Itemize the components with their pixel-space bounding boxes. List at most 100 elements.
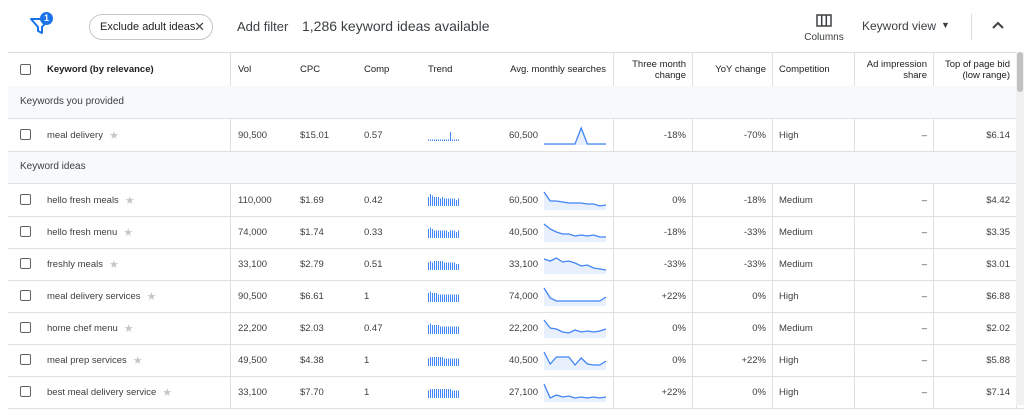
star-icon[interactable]: ★ — [124, 194, 135, 207]
trend-bar — [444, 262, 445, 270]
star-icon[interactable]: ★ — [123, 322, 134, 335]
keyword-cell: meal delivery ★ — [47, 119, 227, 151]
column-divider — [613, 216, 614, 248]
column-divider — [772, 248, 773, 280]
trend-bar — [458, 198, 459, 206]
header-top-of-page-bid-low[interactable]: Top of page bid (low range) — [938, 53, 1010, 86]
table-header: Keyword (by relevance) Vol CPC Comp Tren… — [8, 52, 1024, 87]
star-icon[interactable]: ★ — [123, 226, 134, 239]
table-row[interactable]: best meal delivery service ★ 33,100 $7.70 1 2… — [8, 376, 1024, 409]
trend-bar — [446, 139, 447, 141]
row-checkbox[interactable] — [20, 129, 31, 140]
header-cpc[interactable]: CPC — [300, 64, 321, 75]
header-keyword[interactable]: Keyword (by relevance) — [47, 64, 154, 75]
vol-cell: 22,200 — [238, 322, 268, 334]
table-row[interactable]: freshly meals ★ 33,100 $2.79 0.51 33,100 -33% -… — [8, 248, 1024, 281]
row-checkbox[interactable] — [20, 386, 31, 397]
exclude-adult-chip[interactable]: Exclude adult ideas ✕ — [89, 14, 213, 40]
trend-bar — [440, 294, 441, 302]
select-all-checkbox[interactable] — [20, 64, 31, 75]
dropdown-caret-icon[interactable]: ▼ — [941, 20, 950, 30]
row-checkbox[interactable] — [20, 322, 31, 333]
keyword-text: home chef menu — [47, 322, 118, 334]
keyword-cell: best meal delivery service ★ — [47, 376, 227, 408]
filter-count-badge: 1 — [40, 12, 53, 25]
section-keywords-provided: Keywords you provided — [8, 86, 1024, 119]
trend-bar — [432, 195, 433, 206]
row-checkbox[interactable] — [20, 194, 31, 205]
trend-bar — [442, 326, 443, 334]
header-three-month-change[interactable]: Three month change — [620, 53, 686, 86]
trend-bar — [446, 198, 447, 206]
star-icon[interactable]: ★ — [108, 258, 119, 271]
column-divider — [772, 184, 773, 216]
sparkline-line — [543, 351, 607, 367]
row-checkbox[interactable] — [20, 290, 31, 301]
row-checkbox[interactable] — [20, 258, 31, 269]
trend-bar — [452, 294, 453, 302]
avg-monthly-searches-cell: 60,500 — [508, 129, 538, 141]
trend-bar — [442, 230, 443, 238]
avg-monthly-searches-cell: 33,100 — [508, 258, 538, 270]
close-icon[interactable]: ✕ — [194, 19, 205, 34]
trend-bar — [434, 357, 435, 366]
header-trend[interactable]: Trend — [428, 64, 453, 75]
header-top-bid-line2: (low range) — [962, 69, 1010, 81]
trend-bar — [436, 261, 437, 270]
vol-cell: 33,100 — [238, 386, 268, 398]
header-vol[interactable]: Vol — [238, 64, 252, 75]
star-icon[interactable]: ★ — [108, 129, 119, 142]
column-divider — [933, 376, 934, 408]
column-divider — [692, 184, 693, 216]
toolbar: 1 Exclude adult ideas ✕ Add filter 1,286… — [0, 0, 1024, 52]
trend-bar — [456, 294, 457, 302]
avg-searches-sparkline — [543, 223, 606, 242]
top-of-page-bid-cell: $4.42 — [986, 194, 1010, 206]
column-divider — [933, 344, 934, 376]
column-divider — [933, 248, 934, 280]
header-comp[interactable]: Comp — [364, 64, 390, 75]
chevron-up-icon[interactable] — [990, 19, 1006, 31]
row-checkbox[interactable] — [20, 354, 31, 365]
trend-bar — [452, 326, 453, 334]
keyword-cell: meal prep services ★ — [47, 344, 227, 376]
table-row[interactable]: hello fresh meals ★ 110,000 $1.69 0.42 60,500… — [8, 184, 1024, 217]
trend-bar — [454, 139, 455, 141]
header-competition[interactable]: Competition — [779, 64, 830, 75]
scroll-thumb[interactable] — [1017, 52, 1023, 92]
header-ad-impression-share[interactable]: Ad impression share — [860, 53, 927, 86]
row-checkbox[interactable] — [20, 226, 31, 237]
column-divider — [933, 312, 934, 344]
columns-button[interactable]: Columns — [800, 10, 848, 46]
table-row[interactable]: home chef menu ★ 22,200 $2.03 0.47 22,200 0% 0%… — [8, 312, 1024, 345]
header-yoy-change[interactable]: YoY change — [715, 64, 766, 75]
table-row[interactable]: meal prep services ★ 49,500 $4.38 1 40,500 0% +… — [8, 344, 1024, 377]
column-divider — [692, 119, 693, 151]
star-icon[interactable]: ★ — [132, 354, 143, 367]
keyword-text: hello fresh meals — [47, 194, 119, 206]
table-row[interactable]: hello fresh menu ★ 74,000 $1.74 0.33 40,500 -1… — [8, 216, 1024, 249]
column-divider — [613, 376, 614, 408]
table-row[interactable]: meal delivery ★ 90,500 $15.01 0.57 60,500 -18%… — [8, 119, 1024, 152]
header-avg-monthly-searches[interactable]: Avg. monthly searches — [510, 64, 606, 75]
trend-bar — [428, 325, 429, 334]
star-icon[interactable]: ★ — [146, 290, 157, 303]
vol-cell: 49,500 — [238, 354, 268, 366]
star-icon[interactable]: ★ — [162, 386, 173, 399]
column-divider — [772, 376, 773, 408]
column-divider — [230, 376, 231, 408]
three-month-change-cell: -18% — [663, 226, 686, 238]
trend-bar — [448, 232, 449, 238]
competition-cell: Medium — [779, 258, 813, 270]
scrollbar[interactable] — [1016, 52, 1024, 405]
sparkline-area — [544, 320, 606, 338]
keyword-view-dropdown[interactable]: Keyword view — [862, 19, 937, 33]
avg-searches-sparkline — [543, 351, 607, 370]
column-divider — [230, 216, 231, 248]
add-filter-button[interactable]: Add filter — [237, 19, 289, 34]
keyword-cell: meal delivery services ★ — [47, 280, 227, 312]
trend-bar — [448, 294, 449, 302]
trend-chart — [428, 291, 459, 302]
table-row[interactable]: meal delivery services ★ 90,500 $6.61 1 74,00… — [8, 280, 1024, 313]
column-divider — [854, 184, 855, 216]
